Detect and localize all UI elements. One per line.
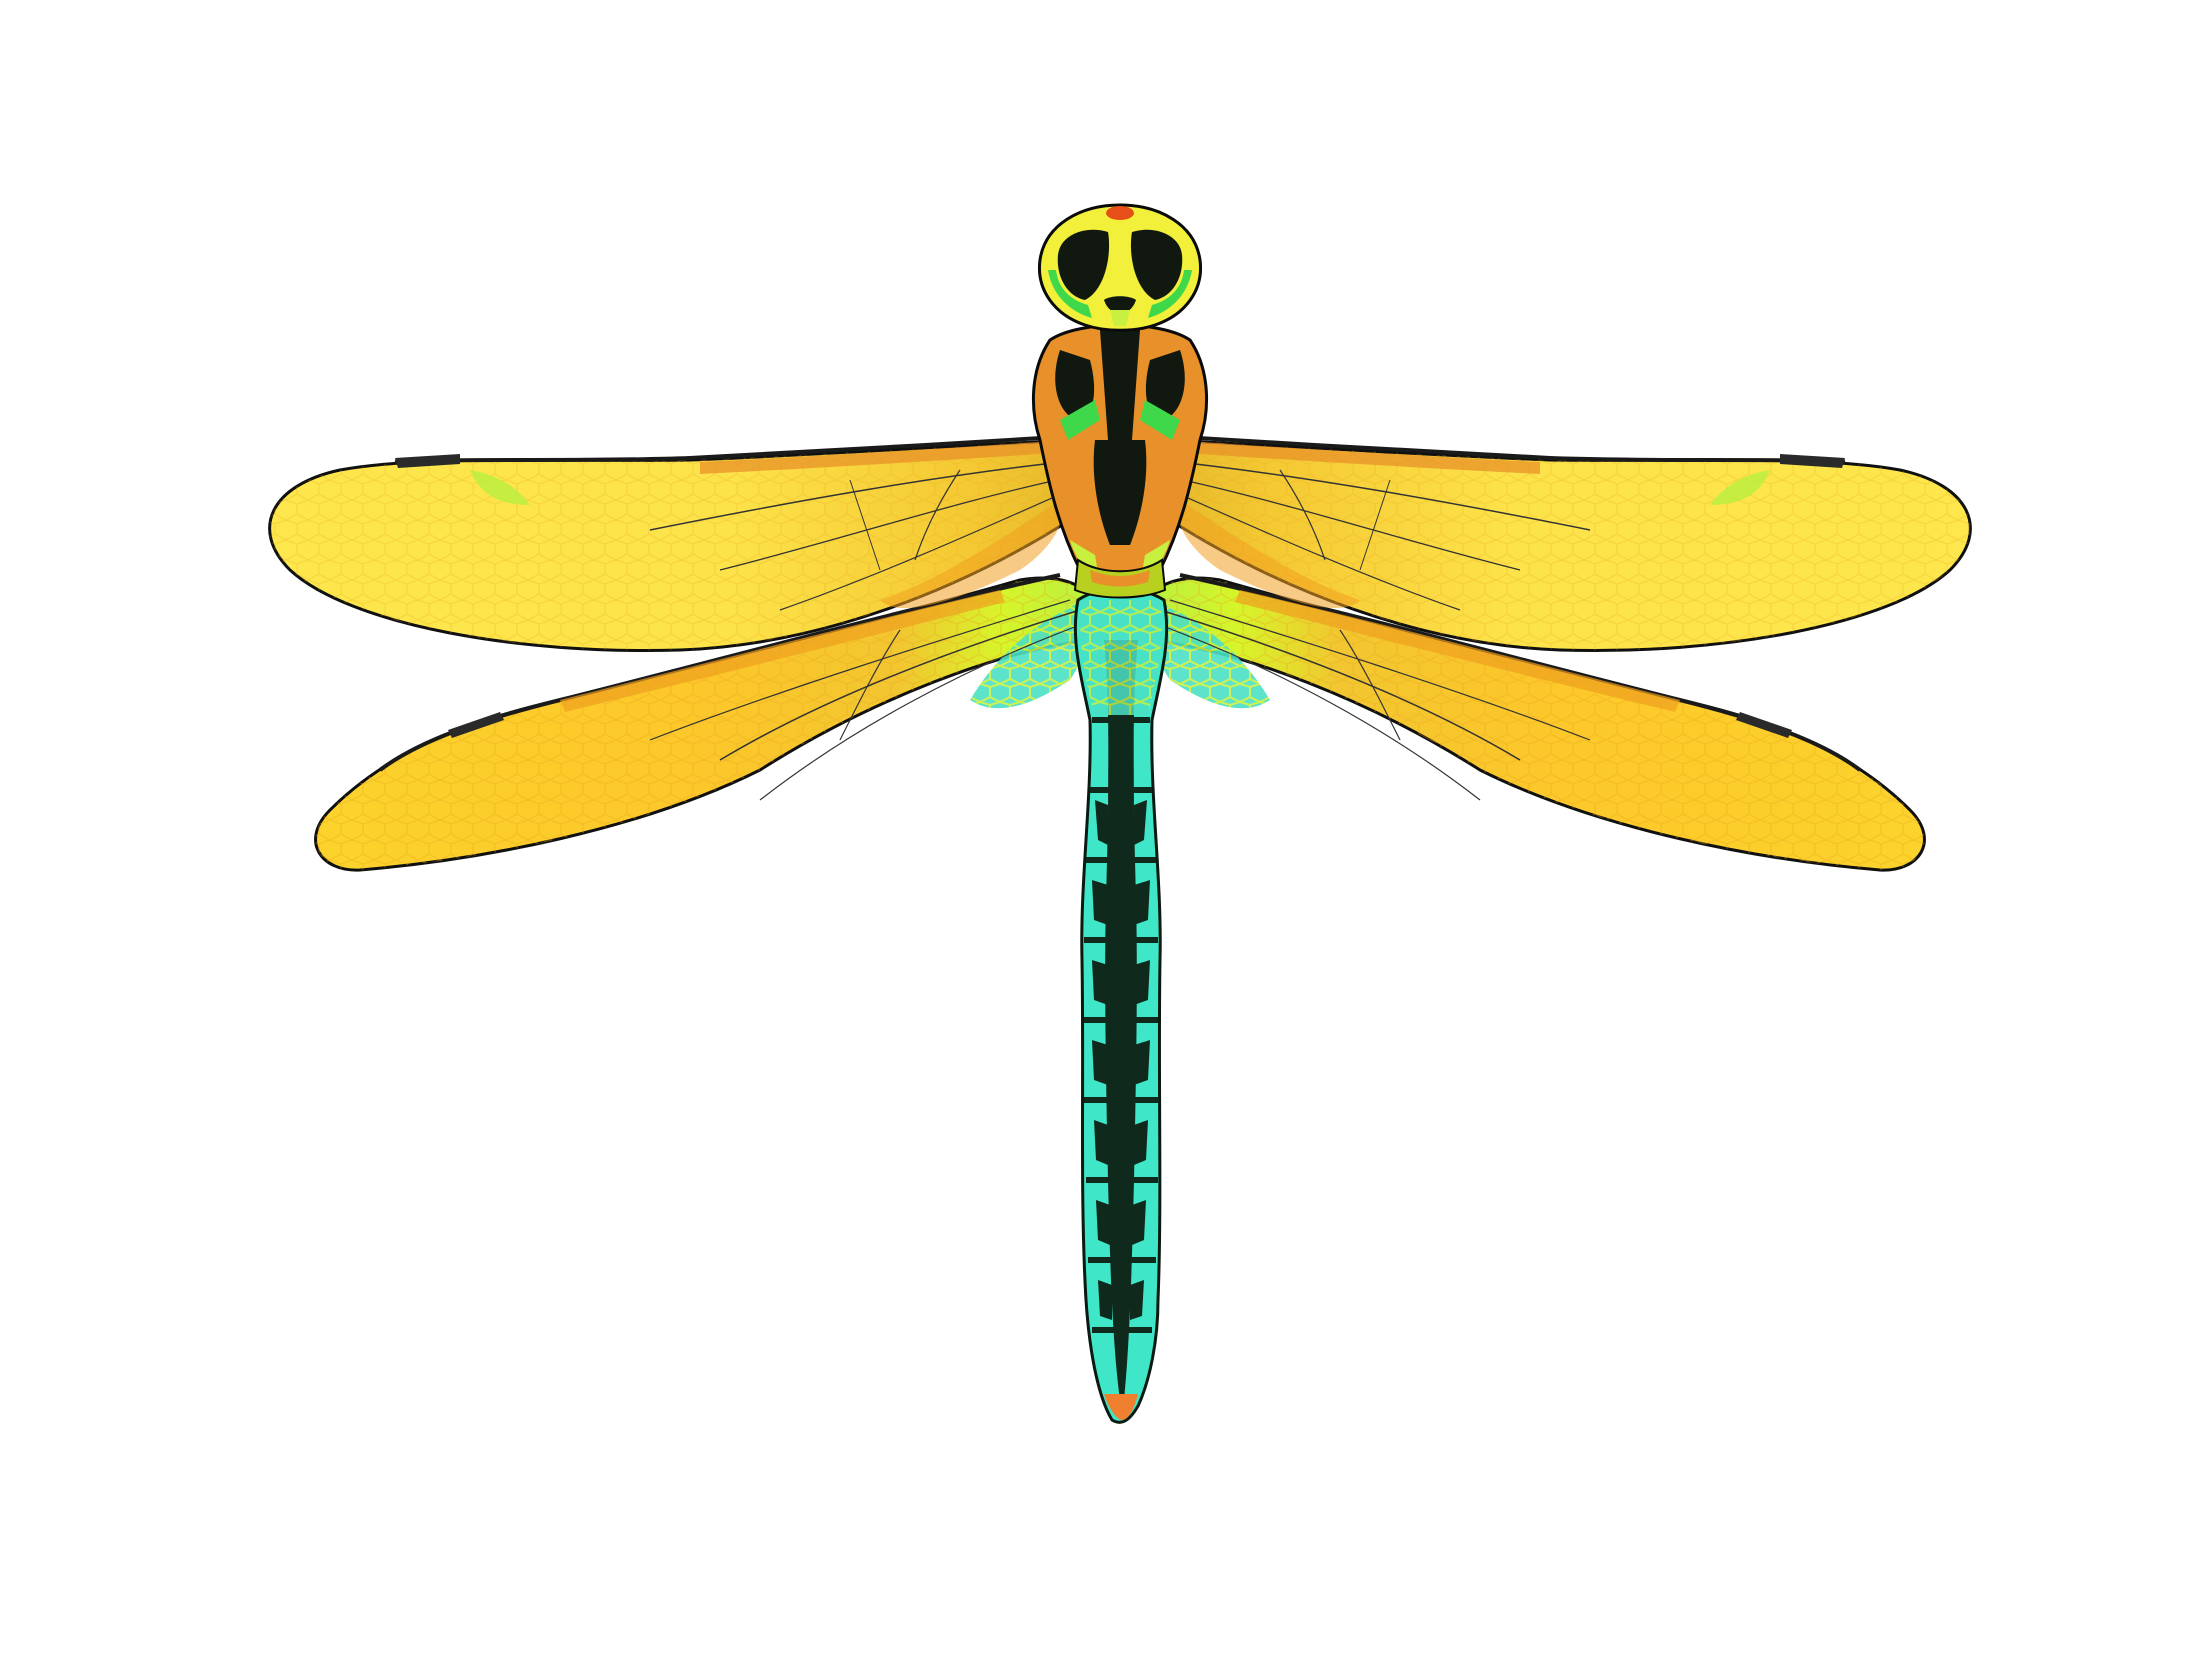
right-hind-wing [1142, 573, 1926, 872]
right-fore-wing [1137, 434, 1972, 652]
thorax [1032, 323, 1208, 599]
left-hind-wing [314, 573, 1098, 872]
left-fore-wing [268, 434, 1103, 652]
head [1037, 203, 1203, 332]
abdomen [1073, 587, 1169, 1424]
